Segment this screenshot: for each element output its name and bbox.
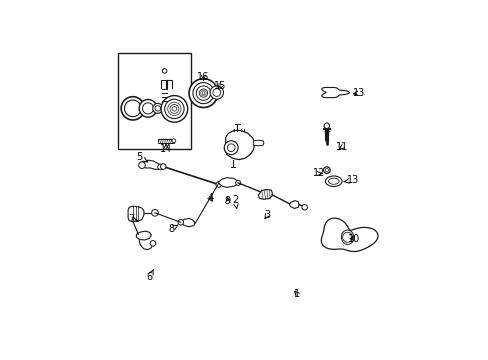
Circle shape bbox=[172, 107, 176, 111]
Text: 15: 15 bbox=[213, 81, 226, 91]
Circle shape bbox=[235, 180, 240, 185]
Circle shape bbox=[200, 90, 206, 96]
Text: 2: 2 bbox=[232, 195, 238, 208]
Circle shape bbox=[138, 162, 145, 168]
Circle shape bbox=[162, 69, 166, 73]
Circle shape bbox=[210, 86, 223, 99]
Text: 8: 8 bbox=[168, 224, 178, 234]
Circle shape bbox=[160, 164, 166, 169]
Text: 3: 3 bbox=[264, 210, 270, 220]
Text: 6: 6 bbox=[146, 270, 153, 283]
Circle shape bbox=[178, 220, 183, 225]
Circle shape bbox=[139, 99, 157, 117]
Circle shape bbox=[152, 103, 163, 113]
Text: 9: 9 bbox=[224, 196, 230, 206]
Circle shape bbox=[202, 92, 204, 94]
Circle shape bbox=[342, 232, 352, 242]
Text: 11: 11 bbox=[335, 142, 347, 152]
Text: 4: 4 bbox=[207, 193, 213, 203]
Text: 16: 16 bbox=[197, 72, 209, 82]
Circle shape bbox=[121, 97, 144, 120]
Circle shape bbox=[216, 182, 221, 187]
Text: 13: 13 bbox=[343, 175, 358, 185]
Text: 12: 12 bbox=[312, 168, 325, 179]
Circle shape bbox=[155, 105, 160, 111]
Circle shape bbox=[158, 164, 163, 170]
Text: 14: 14 bbox=[160, 144, 172, 153]
Polygon shape bbox=[136, 231, 151, 240]
Circle shape bbox=[170, 104, 179, 113]
Ellipse shape bbox=[341, 230, 353, 244]
Circle shape bbox=[227, 144, 235, 152]
Ellipse shape bbox=[325, 176, 342, 186]
Circle shape bbox=[324, 123, 329, 129]
Circle shape bbox=[167, 102, 181, 116]
Circle shape bbox=[189, 79, 218, 108]
Ellipse shape bbox=[328, 178, 338, 184]
Text: 13: 13 bbox=[352, 88, 364, 98]
Circle shape bbox=[193, 82, 214, 104]
Text: 7: 7 bbox=[128, 214, 137, 224]
Circle shape bbox=[196, 86, 210, 100]
Polygon shape bbox=[289, 201, 299, 208]
Circle shape bbox=[142, 103, 153, 114]
Text: 5: 5 bbox=[136, 152, 148, 162]
Polygon shape bbox=[142, 160, 160, 169]
Polygon shape bbox=[321, 87, 348, 98]
Polygon shape bbox=[258, 190, 272, 199]
Circle shape bbox=[124, 100, 141, 117]
Circle shape bbox=[172, 139, 175, 143]
Polygon shape bbox=[128, 206, 143, 222]
Polygon shape bbox=[253, 140, 264, 146]
Circle shape bbox=[151, 210, 158, 216]
Polygon shape bbox=[321, 218, 377, 252]
Polygon shape bbox=[181, 219, 195, 227]
Circle shape bbox=[212, 89, 220, 96]
Circle shape bbox=[224, 141, 238, 155]
Bar bbox=[158, 139, 173, 143]
Polygon shape bbox=[224, 131, 254, 159]
Circle shape bbox=[150, 240, 156, 246]
Circle shape bbox=[325, 168, 328, 172]
Polygon shape bbox=[218, 177, 238, 187]
Circle shape bbox=[199, 89, 207, 97]
Circle shape bbox=[164, 99, 183, 118]
Text: 10: 10 bbox=[348, 234, 360, 244]
Circle shape bbox=[161, 96, 187, 122]
Circle shape bbox=[323, 167, 329, 174]
Circle shape bbox=[301, 204, 307, 210]
Text: 1: 1 bbox=[293, 289, 300, 299]
Bar bbox=[117, 53, 191, 149]
